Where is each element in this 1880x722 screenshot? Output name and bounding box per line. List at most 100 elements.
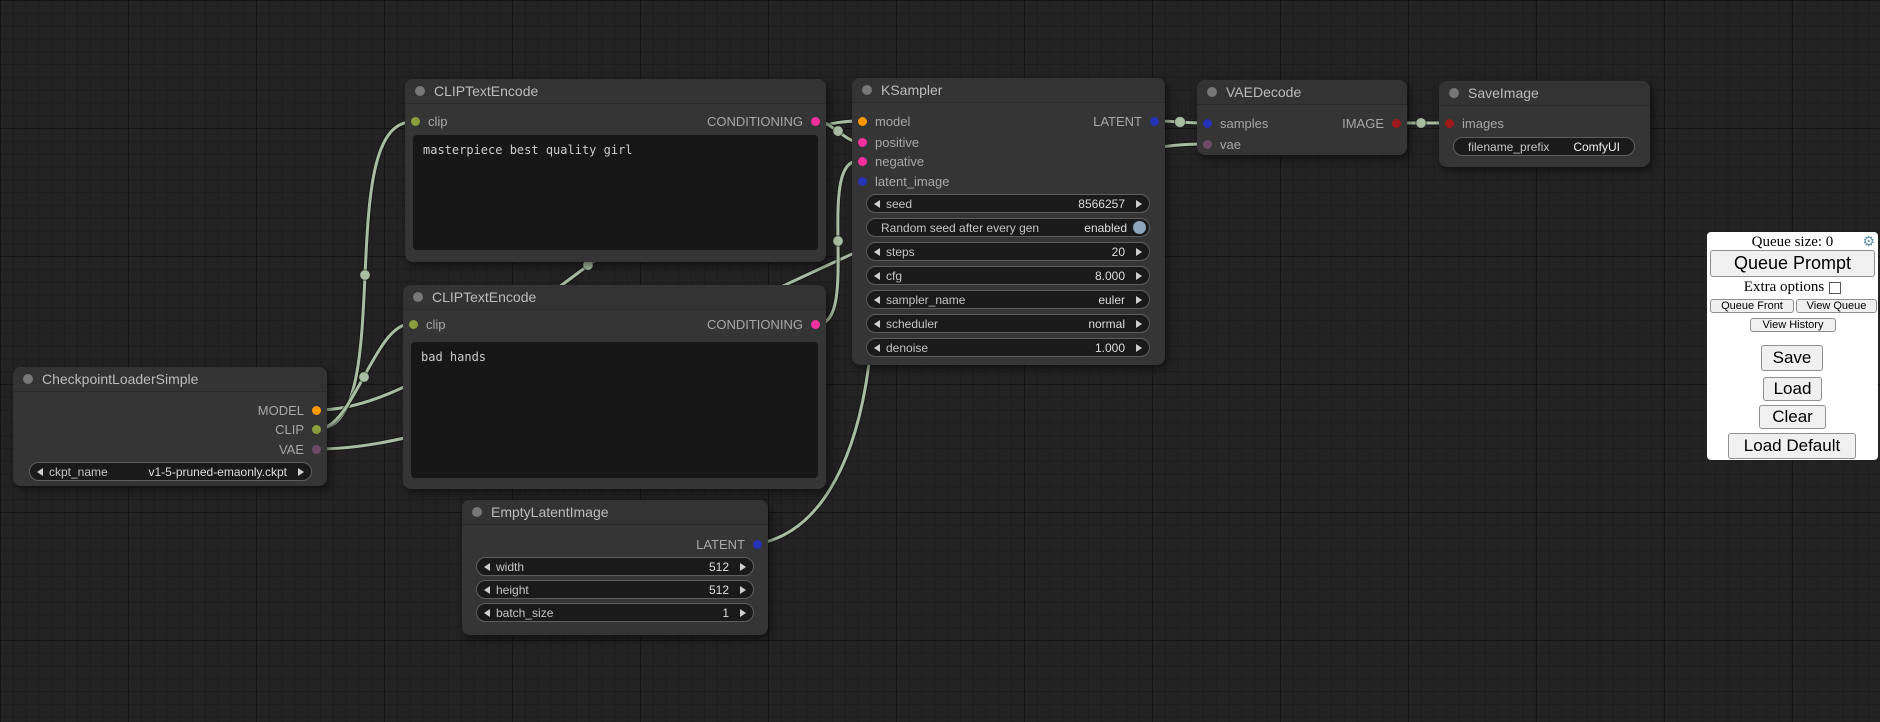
increment-arrow-icon[interactable]: [1136, 271, 1142, 280]
node-title-bar[interactable]: SaveImage: [1439, 81, 1650, 106]
latent-slot-dot[interactable]: [1150, 116, 1159, 126]
input-slot-positive[interactable]: positive: [855, 133, 919, 151]
output-slot-conditioning[interactable]: CONDITIONING: [707, 112, 823, 130]
view-queue-button[interactable]: View Queue: [1796, 299, 1877, 313]
extra-options-checkbox[interactable]: [1829, 281, 1842, 294]
image-slot-dot[interactable]: [1392, 118, 1401, 128]
collapse-dot-icon[interactable]: [413, 292, 423, 302]
vae-slot-dot[interactable]: [1203, 139, 1212, 149]
output-slot-latent[interactable]: LATENT: [696, 535, 765, 553]
conditioning-slot-dot[interactable]: [858, 156, 867, 166]
toggle-circle-icon[interactable]: [1133, 221, 1146, 234]
node-clip-text-encode-positive[interactable]: CLIPTextEncode clip CONDITIONING masterp…: [405, 79, 826, 262]
latent-slot-dot[interactable]: [1203, 118, 1212, 128]
widget-ckpt-name[interactable]: ckpt_name v1-5-pruned-emaonly.ckpt: [29, 462, 312, 481]
input-slot-images[interactable]: images: [1442, 114, 1504, 132]
output-slot-image[interactable]: IMAGE: [1342, 114, 1404, 132]
widget-height[interactable]: height 512: [476, 580, 754, 599]
decrement-arrow-icon[interactable]: [484, 585, 490, 594]
image-slot-dot[interactable]: [1445, 118, 1454, 128]
increment-arrow-icon[interactable]: [298, 467, 304, 476]
node-title-bar[interactable]: CLIPTextEncode: [403, 285, 826, 310]
decrement-arrow-icon[interactable]: [874, 199, 880, 208]
node-title-bar[interactable]: EmptyLatentImage: [462, 500, 768, 525]
collapse-dot-icon[interactable]: [415, 86, 425, 96]
decrement-arrow-icon[interactable]: [874, 343, 880, 352]
increment-arrow-icon[interactable]: [740, 585, 746, 594]
model-slot-dot[interactable]: [858, 116, 867, 126]
vae-slot-dot[interactable]: [312, 444, 321, 454]
decrement-arrow-icon[interactable]: [874, 271, 880, 280]
increment-arrow-icon[interactable]: [740, 562, 746, 571]
decrement-arrow-icon[interactable]: [484, 608, 490, 617]
collapse-dot-icon[interactable]: [862, 85, 872, 95]
increment-arrow-icon[interactable]: [740, 608, 746, 617]
node-title-bar[interactable]: CheckpointLoaderSimple: [13, 367, 327, 392]
node-title-bar[interactable]: KSampler: [852, 78, 1165, 103]
conditioning-slot-dot[interactable]: [858, 137, 867, 147]
output-slot-conditioning[interactable]: CONDITIONING: [707, 315, 823, 333]
conditioning-slot-dot[interactable]: [811, 319, 820, 329]
widget-scheduler[interactable]: scheduler normal: [866, 314, 1150, 333]
latent-slot-dot[interactable]: [753, 539, 762, 549]
clip-slot-dot[interactable]: [312, 424, 321, 434]
conditioning-slot-dot[interactable]: [811, 116, 820, 126]
input-slot-latent-image[interactable]: latent_image: [855, 172, 949, 190]
decrement-arrow-icon[interactable]: [874, 319, 880, 328]
positive-prompt-input[interactable]: masterpiece best quality girl: [413, 135, 818, 250]
node-checkpoint-loader[interactable]: CheckpointLoaderSimple MODEL CLIP VAE ck…: [13, 367, 327, 486]
node-ksampler[interactable]: KSampler model positive negative latent_…: [852, 78, 1165, 365]
collapse-dot-icon[interactable]: [23, 374, 33, 384]
save-button[interactable]: Save: [1761, 345, 1823, 371]
widget-filename-prefix[interactable]: filename_prefix ComfyUI: [1453, 137, 1635, 156]
decrement-arrow-icon[interactable]: [874, 295, 880, 304]
output-slot-latent[interactable]: LATENT: [1093, 112, 1162, 130]
latent-slot-dot[interactable]: [858, 176, 867, 186]
input-slot-clip[interactable]: clip: [408, 112, 448, 130]
widget-batch-size[interactable]: batch_size 1: [476, 603, 754, 622]
output-slot-clip[interactable]: CLIP: [275, 420, 324, 438]
input-slot-negative[interactable]: negative: [855, 152, 924, 170]
load-default-button[interactable]: Load Default: [1728, 433, 1856, 459]
increment-arrow-icon[interactable]: [1136, 247, 1142, 256]
increment-arrow-icon[interactable]: [1136, 199, 1142, 208]
widget-random-seed[interactable]: Random seed after every gen enabled: [866, 218, 1150, 237]
load-button[interactable]: Load: [1763, 377, 1822, 401]
node-save-image[interactable]: SaveImage images filename_prefix ComfyUI: [1439, 81, 1650, 167]
node-title-bar[interactable]: CLIPTextEncode: [405, 79, 826, 104]
collapse-dot-icon[interactable]: [1449, 88, 1459, 98]
decrement-arrow-icon[interactable]: [484, 562, 490, 571]
widget-cfg[interactable]: cfg 8.000: [866, 266, 1150, 285]
increment-arrow-icon[interactable]: [1136, 343, 1142, 352]
queue-prompt-button[interactable]: Queue Prompt: [1710, 250, 1875, 277]
input-slot-clip[interactable]: clip: [406, 315, 446, 333]
queue-front-button[interactable]: Queue Front: [1710, 299, 1794, 313]
negative-prompt-input[interactable]: bad hands: [411, 342, 818, 478]
input-slot-samples[interactable]: samples: [1200, 114, 1268, 132]
node-clip-text-encode-negative[interactable]: CLIPTextEncode clip CONDITIONING bad han…: [403, 285, 826, 489]
widget-width[interactable]: width 512: [476, 557, 754, 576]
clip-slot-dot[interactable]: [409, 319, 418, 329]
view-history-button[interactable]: View History: [1750, 318, 1836, 332]
model-slot-dot[interactable]: [312, 405, 321, 415]
input-slot-vae[interactable]: vae: [1200, 135, 1241, 153]
input-slot-model[interactable]: model: [855, 112, 910, 130]
decrement-arrow-icon[interactable]: [37, 467, 43, 476]
output-slot-vae[interactable]: VAE: [279, 440, 324, 458]
clear-button[interactable]: Clear: [1759, 405, 1826, 429]
widget-steps[interactable]: steps 20: [866, 242, 1150, 261]
increment-arrow-icon[interactable]: [1136, 295, 1142, 304]
widget-denoise[interactable]: denoise 1.000: [866, 338, 1150, 357]
widget-sampler-name[interactable]: sampler_name euler: [866, 290, 1150, 309]
clip-slot-dot[interactable]: [411, 116, 420, 126]
decrement-arrow-icon[interactable]: [874, 247, 880, 256]
collapse-dot-icon[interactable]: [1207, 87, 1217, 97]
settings-gear-icon[interactable]: ⚙: [1862, 233, 1875, 249]
output-slot-model[interactable]: MODEL: [258, 401, 324, 419]
collapse-dot-icon[interactable]: [472, 507, 482, 517]
node-empty-latent-image[interactable]: EmptyLatentImage LATENT width 512 height…: [462, 500, 768, 635]
increment-arrow-icon[interactable]: [1136, 319, 1142, 328]
widget-seed[interactable]: seed 8566257: [866, 194, 1150, 213]
node-title-bar[interactable]: VAEDecode: [1197, 80, 1407, 105]
